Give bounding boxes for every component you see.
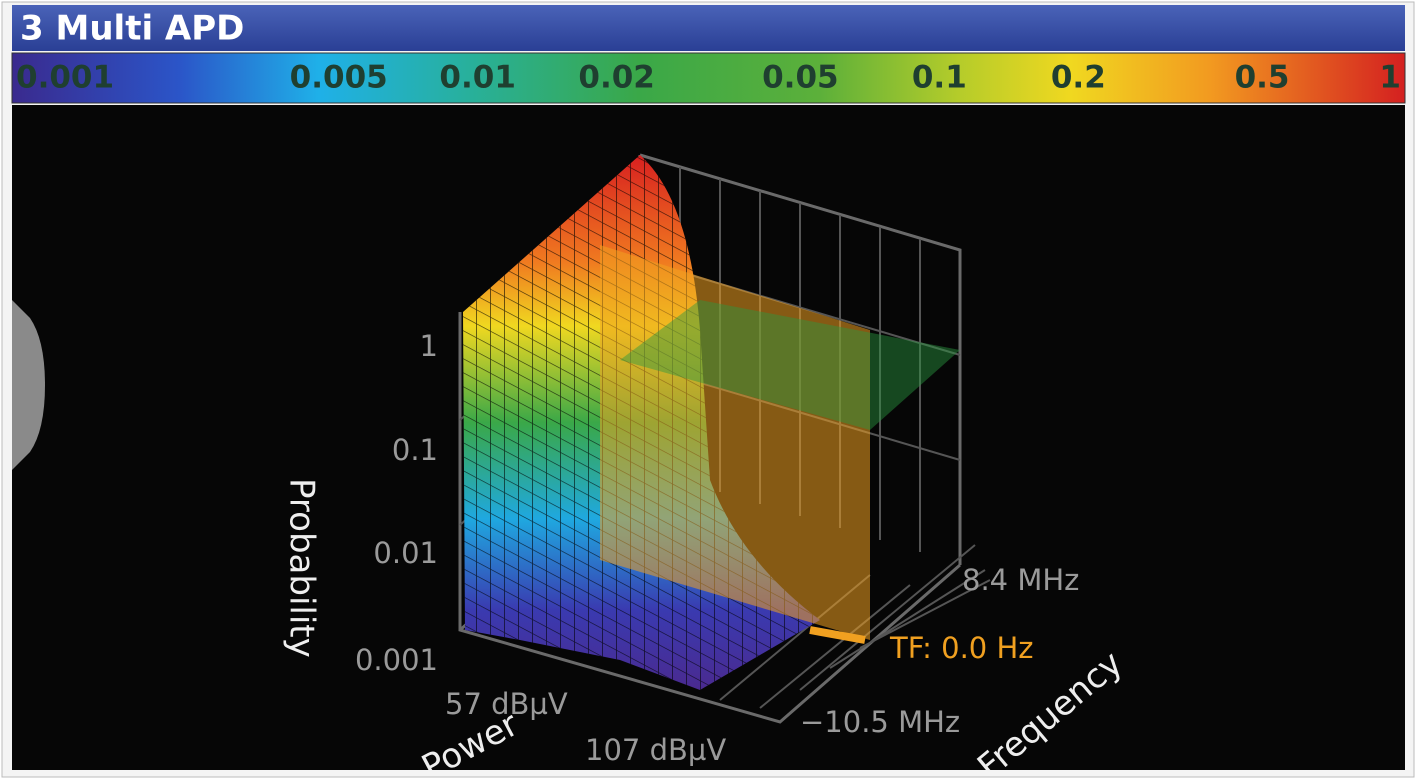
frequency-tick-label: −10.5 MHz xyxy=(800,705,960,739)
z-tick-label: 0.01 xyxy=(373,536,438,570)
probability-plane xyxy=(620,300,960,430)
colorbar-tick-label: 0.01 xyxy=(439,60,516,96)
z-axis-title: Probability xyxy=(282,478,322,658)
power-tick-label: 57 dBµV xyxy=(445,687,568,721)
colorbar-tick-label: 1 xyxy=(1379,60,1401,96)
colorbar-tick-label: 0.5 xyxy=(1235,60,1290,96)
colorbar-tick-label: 0.02 xyxy=(578,60,655,96)
window-title: 3 Multi APD xyxy=(20,9,244,49)
trace-marker xyxy=(809,626,866,644)
colorbar xyxy=(11,52,1406,104)
power-tick-label: 107 dBµV xyxy=(585,733,726,767)
marker-plane xyxy=(600,245,870,640)
surface-plot: 1 0.1 0.01 0.001 57 dBµV 107 dBµV 8.4 MH… xyxy=(282,153,1130,770)
colorbar-tick-label: 0.005 xyxy=(290,60,388,96)
z-tick-label: 0.1 xyxy=(392,433,438,467)
title-bar xyxy=(12,5,1405,51)
frequency-tick-label: TF: 0.0 Hz xyxy=(889,631,1034,665)
z-tick-label: 0.001 xyxy=(355,643,438,677)
frequency-tick-label: 8.4 MHz xyxy=(962,563,1079,597)
colorbar-tick-label: 0.2 xyxy=(1051,60,1106,96)
side-tab[interactable] xyxy=(12,300,45,470)
colorbar-tick-label: 0.05 xyxy=(762,60,839,96)
z-tick-label: 1 xyxy=(420,329,438,363)
colorbar-tick-label: 0.1 xyxy=(912,60,967,96)
colorbar-tick-label: 0.001 xyxy=(16,60,114,96)
